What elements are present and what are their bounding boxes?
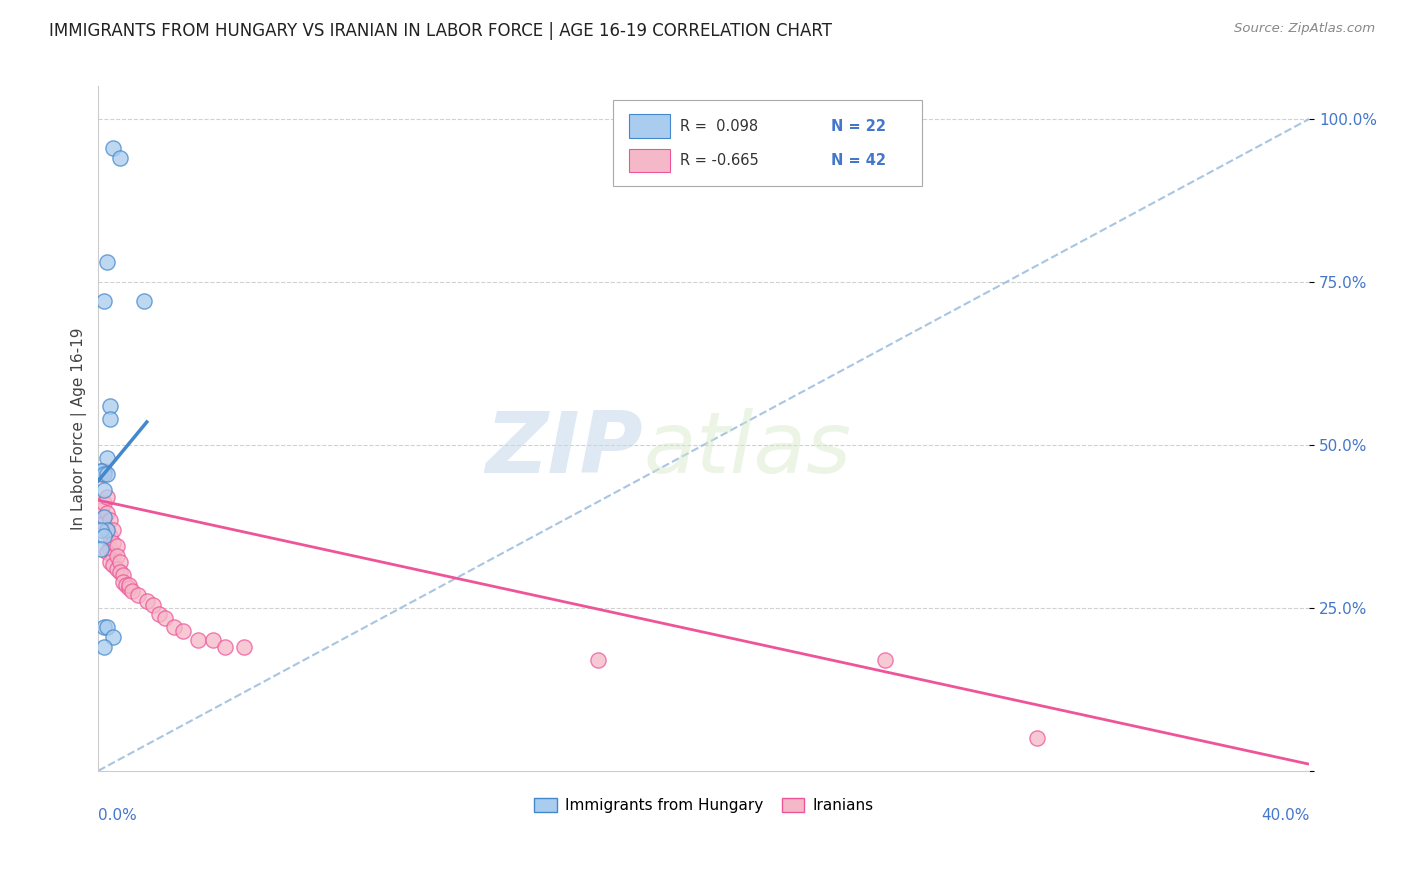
Point (105, 562, 128, 576)
Legend: Immigrants from Hungary, Iranians: Immigrants from Hungary, Iranians (529, 791, 879, 819)
Point (100, 529, 122, 543)
Point (127, 588, 149, 602)
Point (103, 630, 125, 644)
FancyBboxPatch shape (628, 149, 669, 172)
Point (103, 558, 125, 573)
Point (100, 542, 122, 557)
Point (108, 151, 131, 165)
Point (202, 633, 225, 648)
Point (96, 506, 118, 520)
Point (93, 496, 115, 510)
Point (100, 399, 122, 413)
Point (132, 294, 155, 309)
Point (90, 503, 112, 517)
Point (93, 464, 115, 478)
Text: N = 42: N = 42 (831, 153, 886, 168)
Point (232, 640, 254, 654)
Point (103, 141, 125, 155)
Point (93, 294, 115, 309)
Point (100, 411, 122, 425)
Text: R = -0.665: R = -0.665 (679, 153, 758, 168)
Text: R =  0.098: R = 0.098 (679, 119, 758, 134)
Point (108, 565, 131, 579)
Text: atlas: atlas (643, 408, 851, 491)
Text: IMMIGRANTS FROM HUNGARY VS IRANIAN IN LABOR FORCE | AGE 16-19 CORRELATION CHART: IMMIGRANTS FROM HUNGARY VS IRANIAN IN LA… (49, 22, 832, 40)
Point (90, 467, 112, 482)
Point (148, 607, 170, 622)
Point (114, 578, 136, 592)
Point (103, 523, 125, 537)
Point (1025, 731, 1047, 745)
Point (103, 549, 125, 563)
Point (586, 653, 609, 667)
Point (90, 464, 112, 478)
Point (96, 490, 118, 504)
Text: 0.0%: 0.0% (98, 808, 138, 823)
Text: 40.0%: 40.0% (1261, 808, 1309, 823)
Point (117, 578, 139, 592)
Point (100, 513, 122, 527)
Point (93, 516, 115, 530)
Y-axis label: In Labor Force | Age 16-19: In Labor Force | Age 16-19 (72, 327, 87, 530)
Text: ZIP: ZIP (485, 408, 643, 491)
Point (93, 467, 115, 482)
Point (117, 581, 139, 595)
Point (875, 653, 897, 667)
Point (93, 640, 115, 654)
Point (96, 523, 118, 537)
Point (153, 610, 176, 624)
Point (96, 620, 118, 634)
Point (121, 584, 143, 599)
Point (96, 523, 118, 537)
Point (163, 620, 186, 634)
Point (214, 640, 236, 654)
Point (142, 598, 165, 612)
Point (93, 509, 115, 524)
Text: N = 22: N = 22 (831, 119, 886, 134)
Point (111, 568, 134, 582)
Point (105, 549, 128, 563)
Point (108, 555, 131, 569)
Point (93, 529, 115, 543)
Text: Source: ZipAtlas.com: Source: ZipAtlas.com (1234, 22, 1375, 36)
Point (96, 467, 118, 482)
Point (172, 624, 194, 638)
Point (135, 594, 157, 608)
FancyBboxPatch shape (628, 114, 669, 137)
Point (111, 574, 134, 589)
Point (100, 555, 122, 569)
Point (90, 464, 112, 478)
Point (93, 483, 115, 498)
Point (103, 535, 125, 549)
Point (90, 523, 112, 537)
Point (96, 545, 118, 559)
Point (96, 450, 118, 465)
Point (93, 620, 115, 634)
Point (187, 633, 209, 648)
Point (96, 255, 118, 269)
Point (105, 539, 128, 553)
FancyBboxPatch shape (613, 100, 922, 186)
Point (90, 542, 112, 557)
